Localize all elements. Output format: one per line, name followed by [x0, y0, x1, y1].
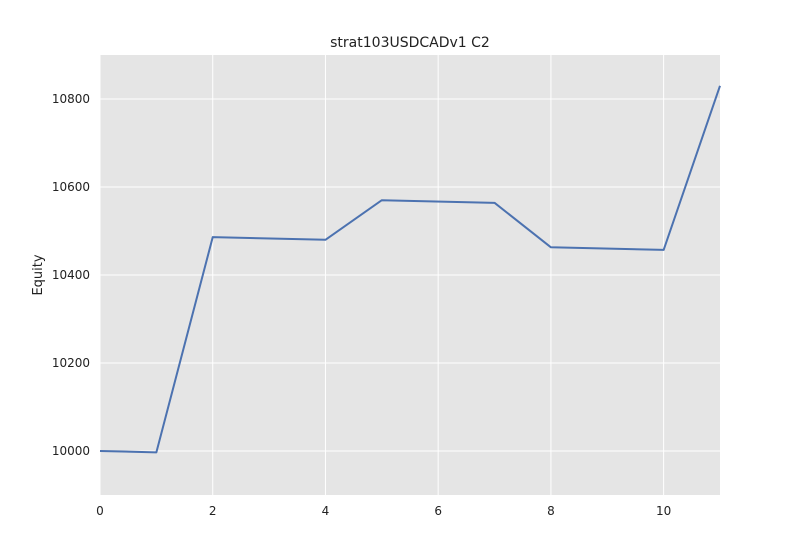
y-tick-labels: 10000 10200 10400 10600 10800 [52, 92, 90, 458]
chart-title: strat103USDCADv1 C2 [330, 35, 490, 51]
x-tick-label: 8 [547, 504, 555, 518]
y-tick-label: 10000 [52, 444, 90, 458]
x-tick-label: 4 [322, 504, 330, 518]
x-tick-label: 2 [209, 504, 217, 518]
x-tick-label: 10 [656, 504, 671, 518]
equity-line [99, 85, 721, 454]
y-tick-label: 10800 [52, 92, 90, 106]
y-tick-label: 10200 [52, 356, 90, 370]
series-layer [99, 85, 721, 454]
x-tick-label: 0 [96, 504, 104, 518]
x-tick-label: 6 [434, 504, 442, 518]
y-tick-label: 10400 [52, 268, 90, 282]
x-tick-labels: 0 2 4 6 8 10 [96, 504, 671, 518]
y-axis-label: Equity [31, 254, 46, 295]
y-tick-label: 10600 [52, 180, 90, 194]
